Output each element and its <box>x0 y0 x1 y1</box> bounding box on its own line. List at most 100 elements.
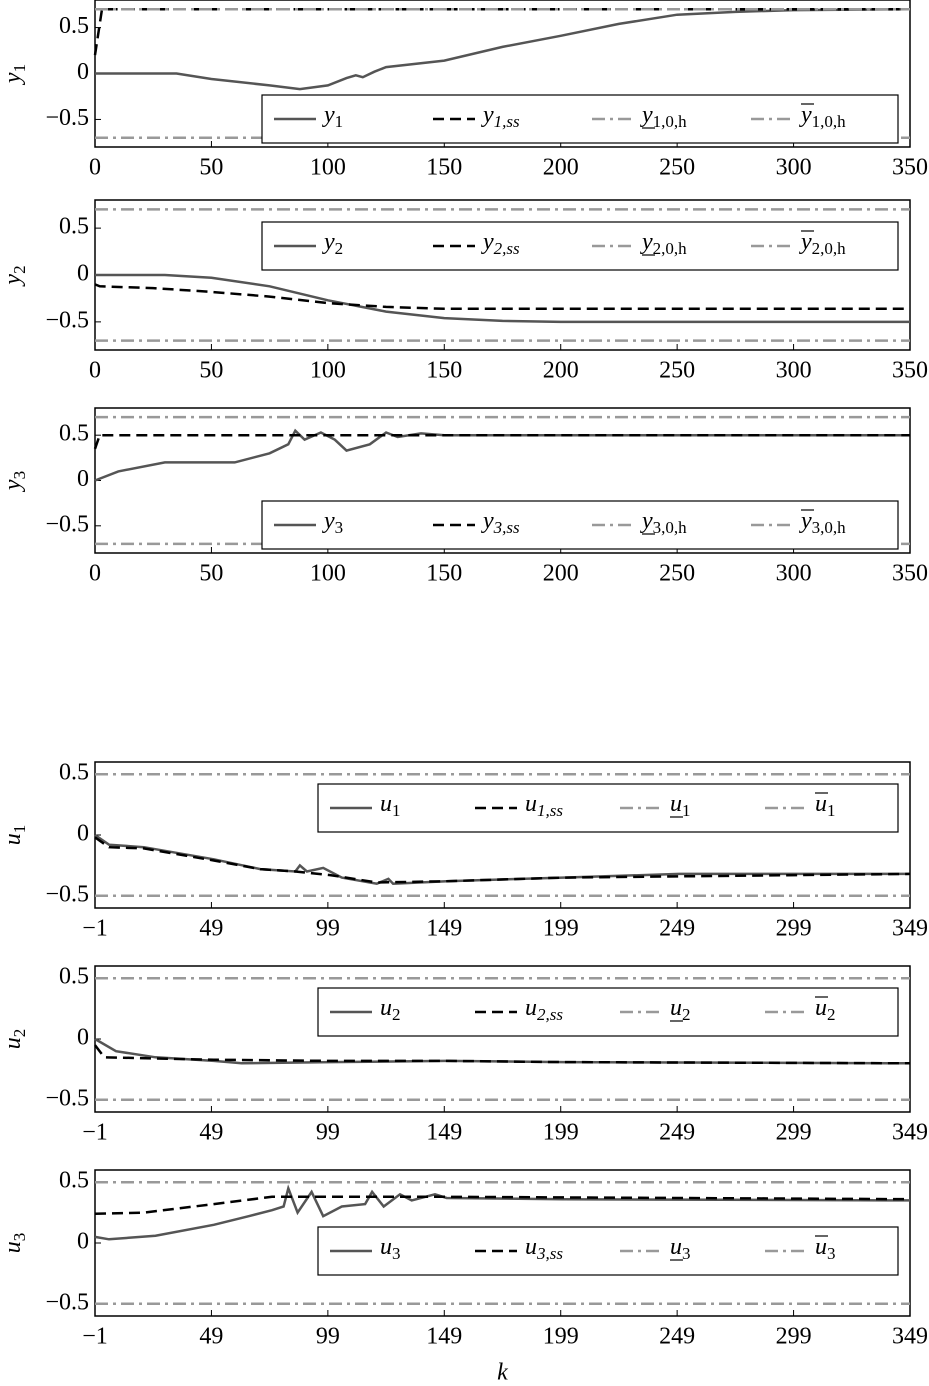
subscript: 1,ss <box>494 112 520 131</box>
symbol: y <box>0 479 26 492</box>
subscript: 1,ss <box>537 801 563 820</box>
x-tick-label: 150 <box>426 358 462 384</box>
legend-label: y3,0,h <box>799 508 846 537</box>
x-tick-label: 299 <box>776 916 812 942</box>
x-tick-label: 199 <box>543 1120 579 1146</box>
legend-label: u3 <box>670 1234 691 1263</box>
y-tick-label: −0.5 <box>45 881 89 907</box>
symbol: u <box>525 995 537 1021</box>
x-tick-label: 200 <box>543 155 579 181</box>
x-tick-label: 199 <box>543 916 579 942</box>
subscript: 3,ss <box>493 518 520 537</box>
series-line <box>95 7 911 91</box>
legend-label: u2 <box>670 995 691 1024</box>
legend-label: u2 <box>380 995 401 1024</box>
x-tick-label: 249 <box>659 1120 695 1146</box>
legend-box <box>317 783 899 833</box>
subscript: 1,0,h <box>812 112 847 131</box>
subscript: 3,0,h <box>653 518 688 537</box>
y-tick-label: 0 <box>77 466 89 492</box>
symbol: y <box>481 229 494 255</box>
x-tick-label: 250 <box>659 358 695 384</box>
subscript: 1 <box>10 825 29 834</box>
legend-box <box>317 1226 899 1276</box>
legend-box <box>317 987 899 1037</box>
legend-label: y1,ss <box>481 102 520 131</box>
subscript: 3,0,h <box>812 518 847 537</box>
legend-label: y3,ss <box>481 508 520 537</box>
series-line <box>94 283 910 311</box>
subscript: 2,ss <box>537 1005 563 1024</box>
y-axis-label: u3 <box>0 1233 29 1254</box>
series-line <box>94 428 910 482</box>
symbol: u <box>815 995 827 1021</box>
symbol: u <box>0 1037 26 1049</box>
y-axis-label: u2 <box>0 1029 29 1050</box>
x-tick-label: −1 <box>82 1120 108 1146</box>
subscript: 2 <box>827 1005 836 1024</box>
y-tick-label: −0.5 <box>45 1085 89 1111</box>
y-axis-label: y3 <box>0 471 29 492</box>
x-tick-label: 50 <box>199 155 223 181</box>
subscript: 3 <box>335 518 344 537</box>
x-tick-label: 99 <box>316 1120 340 1146</box>
y-tick-label: 0 <box>77 1229 89 1255</box>
legend-label: u2 <box>815 995 836 1024</box>
symbol: u <box>670 791 682 817</box>
y-axis-label: y1 <box>0 64 29 85</box>
legend-box <box>261 500 899 550</box>
y-tick-label: 0 <box>77 261 89 287</box>
x-tick-label: 99 <box>316 1324 340 1350</box>
x-tick-label: 300 <box>776 358 812 384</box>
symbol: u <box>815 1234 827 1260</box>
x-tick-label: 149 <box>426 916 462 942</box>
x-tick-label: 0 <box>89 358 101 384</box>
subscript: 2,0,h <box>653 239 688 258</box>
y-tick-label: 0.5 <box>59 964 89 990</box>
subscript: 3 <box>827 1244 836 1263</box>
subscript: 1 <box>392 801 401 820</box>
symbol: y <box>799 102 812 128</box>
subscript: 1,0,h <box>653 112 688 131</box>
symbol: y <box>481 508 494 534</box>
y-tick-label: −0.5 <box>45 307 89 333</box>
legend-label: u1 <box>815 791 836 820</box>
x-tick-label: 349 <box>892 916 928 942</box>
legend-label: y2,0,h <box>640 229 687 258</box>
symbol: y <box>481 102 494 128</box>
x-tick-label: 100 <box>310 561 346 587</box>
x-tick-label: 150 <box>426 155 462 181</box>
series-line <box>93 7 910 56</box>
x-tick-label: 250 <box>659 561 695 587</box>
x-tick-label: 299 <box>776 1120 812 1146</box>
y-tick-label: −0.5 <box>45 1289 89 1315</box>
x-tick-label: 0 <box>89 561 101 587</box>
symbol: u <box>670 995 682 1021</box>
subscript: 3 <box>10 1233 29 1242</box>
subscript: 1 <box>682 801 691 820</box>
symbol: y <box>322 229 335 255</box>
subscript: 2,ss <box>494 239 520 258</box>
legend-label: u2,ss <box>525 995 563 1024</box>
symbol: u <box>525 1234 537 1260</box>
y-tick-label: 0.5 <box>59 421 89 447</box>
symbol: u <box>815 791 827 817</box>
symbol: u <box>380 791 392 817</box>
symbol: u <box>380 995 392 1021</box>
x-tick-label: 350 <box>892 155 928 181</box>
subscript: 2 <box>10 265 29 274</box>
legend-label: y2,ss <box>481 229 520 258</box>
legend-label: y2,0,h <box>799 229 846 258</box>
x-tick-label: 350 <box>892 561 928 587</box>
series-line <box>95 273 910 324</box>
symbol: y <box>322 508 335 534</box>
y-tick-label: 0.5 <box>59 13 89 39</box>
x-tick-label: 299 <box>776 1324 812 1350</box>
x-tick-label: 200 <box>543 358 579 384</box>
y-tick-label: −0.5 <box>45 105 89 131</box>
series-line <box>94 1044 911 1065</box>
x-tick-label: 49 <box>199 1324 223 1350</box>
x-tick-label: 149 <box>426 1120 462 1146</box>
legend-label: y1,0,h <box>640 102 687 131</box>
